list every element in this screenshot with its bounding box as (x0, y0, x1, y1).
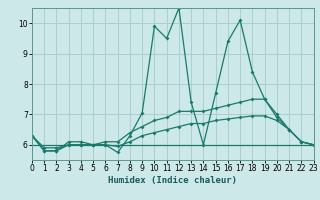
X-axis label: Humidex (Indice chaleur): Humidex (Indice chaleur) (108, 176, 237, 185)
